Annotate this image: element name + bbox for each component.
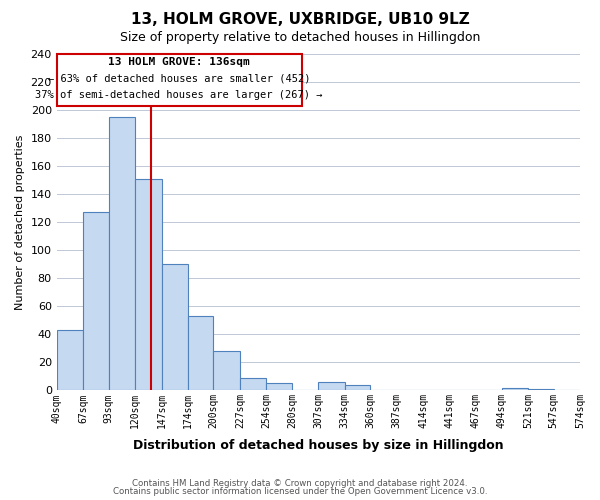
Text: Contains HM Land Registry data © Crown copyright and database right 2024.: Contains HM Land Registry data © Crown c…	[132, 478, 468, 488]
Text: 37% of semi-detached houses are larger (267) →: 37% of semi-detached houses are larger (…	[35, 90, 323, 101]
Text: Contains public sector information licensed under the Open Government Licence v3: Contains public sector information licen…	[113, 487, 487, 496]
Bar	[56, 330, 83, 390]
Bar	[56, 54, 302, 106]
Text: ← 63% of detached houses are smaller (452): ← 63% of detached houses are smaller (45…	[48, 73, 310, 83]
X-axis label: Distribution of detached houses by size in Hillingdon: Distribution of detached houses by size …	[133, 440, 503, 452]
Bar	[135, 178, 161, 390]
Bar	[83, 212, 109, 390]
Bar	[266, 384, 292, 390]
Bar	[188, 316, 214, 390]
Bar	[502, 388, 528, 390]
Bar	[109, 117, 135, 390]
Bar	[240, 378, 266, 390]
Y-axis label: Number of detached properties: Number of detached properties	[15, 134, 25, 310]
Bar	[528, 389, 554, 390]
Text: 13 HOLM GROVE: 136sqm: 13 HOLM GROVE: 136sqm	[108, 56, 250, 66]
Bar	[214, 351, 240, 391]
Bar	[161, 264, 188, 390]
Text: Size of property relative to detached houses in Hillingdon: Size of property relative to detached ho…	[120, 31, 480, 44]
Text: 13, HOLM GROVE, UXBRIDGE, UB10 9LZ: 13, HOLM GROVE, UXBRIDGE, UB10 9LZ	[131, 12, 469, 28]
Bar	[345, 385, 370, 390]
Bar	[319, 382, 345, 390]
